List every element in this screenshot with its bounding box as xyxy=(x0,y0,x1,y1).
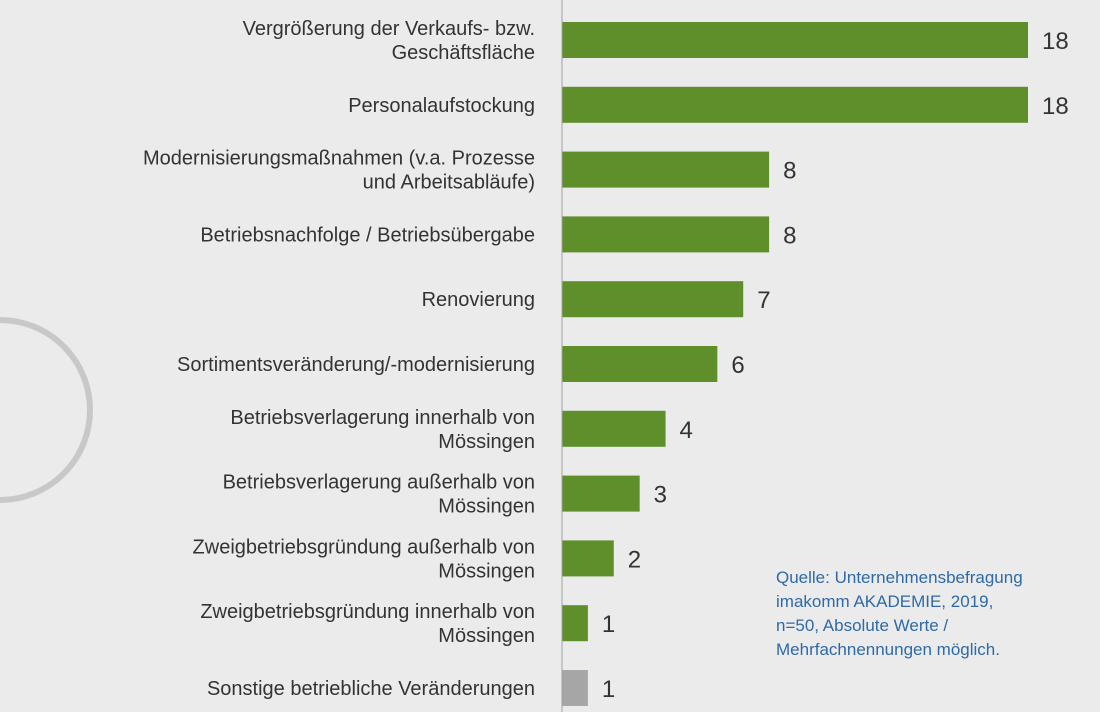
bar xyxy=(562,151,770,188)
category-label: Vergrößerung der Verkaufs- bzw. xyxy=(243,18,535,40)
value-label: 1 xyxy=(602,611,615,638)
category-label: und Arbeitsabläufe) xyxy=(363,172,535,194)
category-label: Modernisierungsmaßnahmen (v.a. Prozesse xyxy=(143,148,535,170)
category-label: Sortimentsveränderung/-modernisierung xyxy=(177,354,535,376)
source-note: Mehrfachnennungen möglich. xyxy=(776,640,1000,659)
category-label: Betriebsnachfolge / Betriebsübergabe xyxy=(200,224,535,246)
bar xyxy=(562,410,666,447)
category-label: Geschäftsfläche xyxy=(392,42,535,64)
source-note: n=50, Absolute Werte / xyxy=(776,616,948,635)
category-label: Mössingen xyxy=(438,496,535,518)
category-label: Betriebsverlagerung außerhalb von xyxy=(223,472,535,494)
bar xyxy=(562,540,614,577)
category-label: Betriebsverlagerung innerhalb von xyxy=(230,407,535,429)
category-label: Mössingen xyxy=(438,625,535,647)
category-label: Zweigbetriebsgründung innerhalb von xyxy=(200,601,535,623)
decoration-arc xyxy=(0,317,93,503)
value-label: 4 xyxy=(680,417,693,444)
bar xyxy=(562,670,588,706)
category-label: Renovierung xyxy=(422,289,535,311)
bar xyxy=(562,216,770,253)
bar xyxy=(562,281,744,318)
category-label: Zweigbetriebsgründung außerhalb von xyxy=(193,536,535,558)
value-label: 8 xyxy=(783,222,796,249)
source-note: imakomm AKADEMIE, 2019, xyxy=(776,592,993,611)
bar xyxy=(562,22,1028,58)
value-label: 2 xyxy=(628,546,641,573)
category-label: Mössingen xyxy=(438,560,535,582)
value-label: 1 xyxy=(602,676,615,703)
category-label: Personalaufstockung xyxy=(348,95,535,117)
bar xyxy=(562,475,640,512)
value-label: 18 xyxy=(1042,28,1069,55)
source-note: Quelle: Unternehmensbefragung xyxy=(776,568,1023,587)
value-label: 7 xyxy=(757,287,770,314)
value-label: 18 xyxy=(1042,93,1069,120)
value-label: 6 xyxy=(731,352,744,379)
category-label: Sonstige betriebliche Veränderungen xyxy=(207,678,535,700)
bar xyxy=(562,86,1028,123)
value-label: 8 xyxy=(783,158,796,185)
bar xyxy=(562,605,588,642)
bar xyxy=(562,346,718,382)
category-label: Mössingen xyxy=(438,431,535,453)
value-label: 3 xyxy=(654,482,667,509)
